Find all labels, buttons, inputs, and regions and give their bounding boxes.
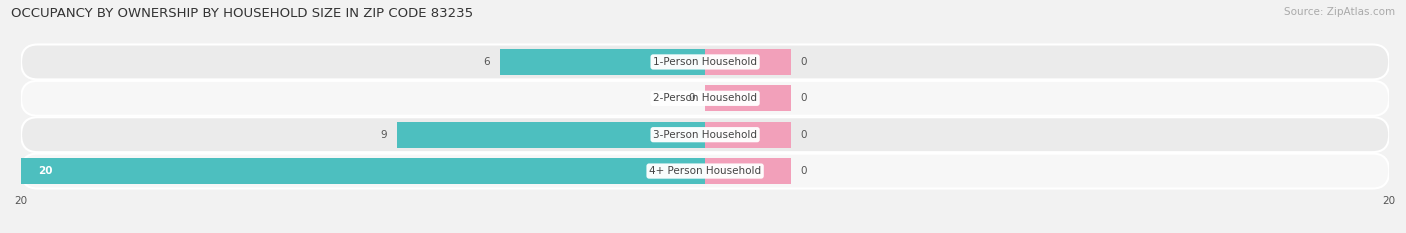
Text: 9: 9 (381, 130, 387, 140)
Text: 20: 20 (38, 166, 52, 176)
Bar (706, 158, 790, 184)
Bar (706, 85, 790, 111)
Text: 0: 0 (801, 130, 807, 140)
Text: 2-Person Household: 2-Person Household (654, 93, 756, 103)
Text: 0: 0 (801, 57, 807, 67)
Bar (398, 122, 706, 148)
Text: 3-Person Household: 3-Person Household (654, 130, 756, 140)
Text: OCCUPANCY BY OWNERSHIP BY HOUSEHOLD SIZE IN ZIP CODE 83235: OCCUPANCY BY OWNERSHIP BY HOUSEHOLD SIZE… (11, 7, 474, 20)
Bar (706, 49, 790, 75)
FancyBboxPatch shape (21, 81, 1389, 116)
FancyBboxPatch shape (21, 117, 1389, 152)
Text: 0: 0 (689, 93, 695, 103)
Bar (21, 158, 706, 184)
Bar (501, 49, 706, 75)
Text: 6: 6 (484, 57, 489, 67)
Text: 0: 0 (801, 93, 807, 103)
Bar (706, 122, 790, 148)
Text: 1-Person Household: 1-Person Household (654, 57, 756, 67)
FancyBboxPatch shape (21, 45, 1389, 79)
Text: 4+ Person Household: 4+ Person Household (650, 166, 761, 176)
Text: 0: 0 (801, 166, 807, 176)
Text: Source: ZipAtlas.com: Source: ZipAtlas.com (1284, 7, 1395, 17)
FancyBboxPatch shape (21, 154, 1389, 188)
